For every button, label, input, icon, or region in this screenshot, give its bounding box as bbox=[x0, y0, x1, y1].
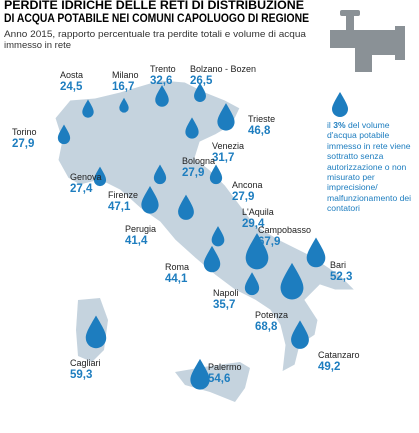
title-line: DI ACQUA POTABILE NEI COMUNI CAPOLUOGO D… bbox=[4, 13, 309, 25]
city-name: Torino bbox=[12, 127, 37, 137]
city-value: 44,1 bbox=[165, 273, 188, 285]
city-value: 27,9 bbox=[12, 138, 34, 150]
city-value: 41,4 bbox=[125, 235, 148, 247]
subtitle-line: immesso in rete bbox=[4, 40, 71, 51]
water-drop bbox=[185, 117, 199, 139]
city-value: 68,8 bbox=[255, 321, 278, 333]
water-drop bbox=[211, 226, 225, 247]
water-drop bbox=[93, 166, 107, 187]
water-drop bbox=[217, 103, 235, 131]
title-line: PERDITE IDRICHE DELLE RETI DI DISTRIBUZI… bbox=[4, 0, 304, 12]
city-value: 24,5 bbox=[60, 81, 83, 93]
italy-shape bbox=[54, 79, 357, 373]
water-drop bbox=[280, 262, 304, 300]
water-drop bbox=[119, 97, 129, 113]
city-name: Potenza bbox=[255, 310, 288, 320]
water-drop bbox=[194, 82, 206, 102]
city-name: Bologna bbox=[182, 156, 215, 166]
city-name: Milano bbox=[112, 70, 139, 80]
city-value: 49,2 bbox=[318, 361, 340, 373]
city-name: Trento bbox=[150, 64, 176, 74]
city-value: 47,1 bbox=[108, 201, 131, 213]
city-value: 52,3 bbox=[330, 271, 352, 283]
city-name: Bari bbox=[330, 260, 346, 270]
city-name: Aosta bbox=[60, 70, 83, 80]
city-value: 35,7 bbox=[213, 299, 235, 311]
city-name: Cagliari bbox=[70, 358, 101, 368]
city-value: 46,8 bbox=[248, 125, 271, 137]
water-drop bbox=[306, 237, 326, 268]
city-name: Campobasso bbox=[258, 225, 311, 235]
water-drop bbox=[85, 315, 107, 349]
subtitle-line: Anno 2015, rapporto percentuale tra perd… bbox=[4, 29, 307, 40]
water-drop bbox=[209, 164, 223, 185]
city-name: Venezia bbox=[212, 141, 244, 151]
water-drop bbox=[153, 164, 167, 185]
city-name: Trieste bbox=[248, 114, 275, 124]
water-drop bbox=[57, 124, 71, 145]
water-drop bbox=[245, 233, 269, 270]
city-value: 67,9 bbox=[258, 236, 280, 248]
city-value: 27,9 bbox=[232, 191, 254, 203]
note-highlight: 3% bbox=[333, 120, 346, 130]
faucet-icon bbox=[330, 10, 405, 72]
city-value: 59,3 bbox=[70, 369, 92, 381]
city-name: Napoli bbox=[213, 288, 239, 298]
city-name: Roma bbox=[165, 262, 189, 272]
city-value: 32,6 bbox=[150, 75, 172, 87]
water-drop bbox=[141, 186, 159, 214]
city-name: L'Aquila bbox=[242, 207, 274, 217]
note-drop bbox=[332, 92, 348, 117]
city-name: Genova bbox=[70, 172, 102, 182]
water-drop bbox=[155, 85, 169, 107]
note-text: il bbox=[327, 120, 331, 130]
city-name: Bolzano - Bozen bbox=[190, 64, 256, 74]
city-value: 16,7 bbox=[112, 81, 134, 93]
water-drop bbox=[291, 320, 309, 349]
city-value: 54,6 bbox=[208, 373, 230, 385]
note-text: del volume d'acqua potabile immesso in r… bbox=[327, 120, 412, 214]
city-name: Ancona bbox=[232, 180, 263, 190]
city-name: Catanzaro bbox=[318, 350, 360, 360]
city-value: 27,4 bbox=[70, 183, 93, 195]
water-drop bbox=[203, 245, 221, 273]
city-value: 29,4 bbox=[242, 218, 265, 230]
city-value: 27,9 bbox=[182, 167, 204, 179]
city-name: Palermo bbox=[208, 362, 242, 372]
city-name: Perugia bbox=[125, 224, 156, 234]
water-drop bbox=[190, 358, 210, 390]
water-drop bbox=[244, 272, 260, 296]
city-value: 31,7 bbox=[212, 152, 234, 164]
note: il 3% del volume d'acqua potabile immess… bbox=[327, 120, 417, 214]
city-name: Firenze bbox=[108, 190, 138, 200]
water-drop bbox=[82, 99, 94, 118]
city-value: 26,5 bbox=[190, 75, 213, 87]
water-drop bbox=[178, 194, 194, 220]
